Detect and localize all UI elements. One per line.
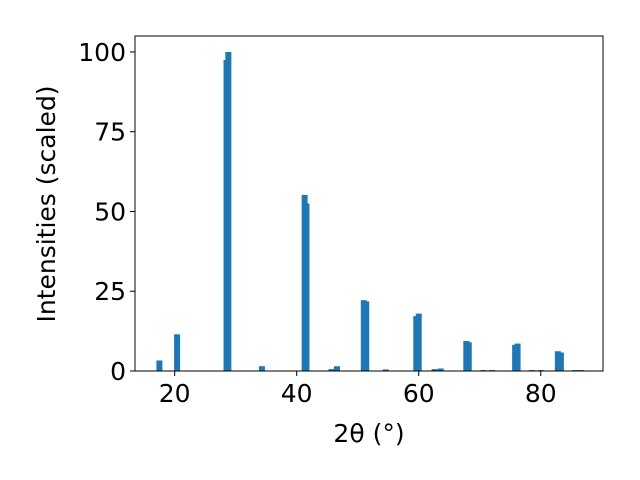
bar — [258, 366, 265, 371]
x-tick-label: 20 — [159, 379, 191, 408]
bar — [437, 368, 444, 371]
bar — [514, 343, 521, 371]
bar — [363, 301, 370, 371]
y-tick-label: 100 — [78, 38, 126, 67]
x-tick-label: 40 — [281, 379, 313, 408]
bar — [465, 342, 472, 371]
y-tick-label: 75 — [94, 118, 126, 147]
bar — [382, 369, 389, 371]
y-tick-label: 50 — [94, 197, 126, 226]
bar — [415, 313, 422, 371]
bar — [174, 334, 181, 371]
x-tick-label: 80 — [525, 379, 557, 408]
bar — [557, 352, 564, 371]
y-tick-label: 25 — [94, 277, 126, 306]
x-axis-label: 2θ (°) — [333, 419, 404, 448]
x-tick-label: 60 — [403, 379, 435, 408]
bar — [333, 366, 340, 371]
plot-frame — [134, 35, 604, 372]
bar — [303, 203, 310, 371]
bar — [328, 369, 335, 371]
bar — [156, 360, 163, 371]
bar — [554, 351, 561, 371]
bar — [225, 51, 232, 371]
y-tick-label: 0 — [110, 357, 126, 386]
y-axis-label: Intensities (scaled) — [32, 85, 61, 322]
bar — [431, 369, 438, 371]
